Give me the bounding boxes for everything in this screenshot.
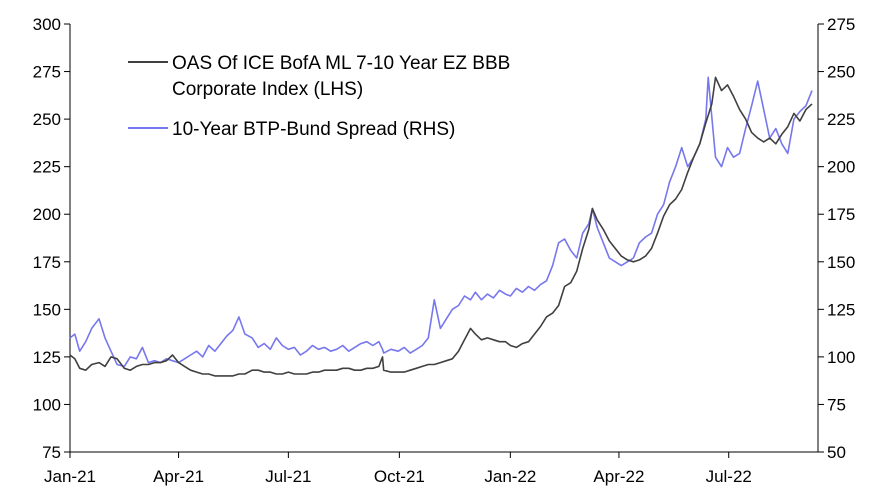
right-tick-label: 100 bbox=[827, 348, 855, 367]
legend-label: Corporate Index (LHS) bbox=[172, 79, 363, 100]
left-tick-label: 75 bbox=[42, 443, 61, 462]
x-tick-label: Jan-22 bbox=[484, 467, 536, 486]
right-tick-label: 175 bbox=[827, 205, 855, 224]
right-tick-label: 225 bbox=[827, 110, 855, 129]
right-tick-label: 250 bbox=[827, 63, 855, 82]
x-tick-label: Jul-22 bbox=[706, 467, 752, 486]
left-tick-label: 175 bbox=[33, 253, 61, 272]
x-tick-label: Jul-21 bbox=[265, 467, 311, 486]
right-tick-label: 150 bbox=[827, 253, 855, 272]
x-tick-label: Oct-21 bbox=[374, 467, 425, 486]
left-tick-label: 150 bbox=[33, 300, 61, 319]
right-tick-label: 75 bbox=[827, 395, 846, 414]
left-tick-label: 200 bbox=[33, 205, 61, 224]
left-tick-label: 300 bbox=[33, 15, 61, 34]
series-line-btp-bund bbox=[69, 76, 813, 368]
left-tick-label: 100 bbox=[33, 395, 61, 414]
series-layer bbox=[69, 76, 813, 377]
right-tick-label: 200 bbox=[827, 158, 855, 177]
x-tick-label: Jan-21 bbox=[44, 467, 96, 486]
legend-label: 10-Year BTP-Bund Spread (RHS) bbox=[172, 119, 455, 140]
x-tick-label: Apr-22 bbox=[593, 467, 644, 486]
x-tick-label: Apr-21 bbox=[153, 467, 204, 486]
left-tick-label: 125 bbox=[33, 348, 61, 367]
right-tick-label: 125 bbox=[827, 300, 855, 319]
legend: OAS Of ICE BofA ML 7-10 Year EZ BBB Corpo… bbox=[128, 53, 510, 140]
left-tick-label: 275 bbox=[33, 63, 61, 82]
legend-label: OAS Of ICE BofA ML 7-10 Year EZ BBB bbox=[172, 53, 510, 74]
left-tick-label: 225 bbox=[33, 158, 61, 177]
series-line-oas bbox=[69, 76, 813, 377]
right-tick-label: 275 bbox=[827, 15, 855, 34]
right-tick-label: 50 bbox=[827, 443, 846, 462]
axes: 75 100 125 150 175 200 225 250 275 300 50 75 100 125 1… bbox=[33, 15, 856, 486]
left-tick-label: 250 bbox=[33, 110, 61, 129]
